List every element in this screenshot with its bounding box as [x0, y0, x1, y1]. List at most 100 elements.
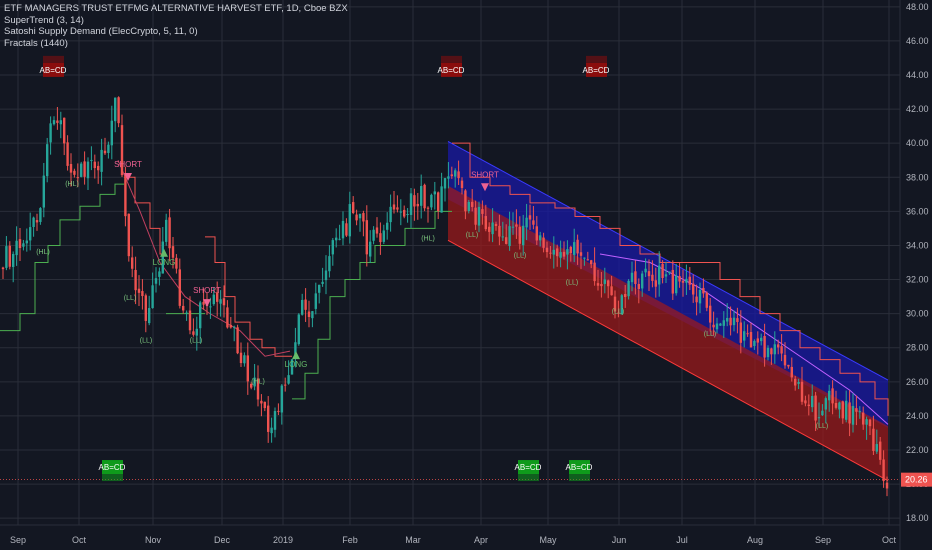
candle-body	[137, 288, 141, 293]
pattern-badge	[586, 62, 607, 77]
candle-body	[175, 257, 178, 269]
candle-body	[437, 192, 440, 212]
candle-body	[294, 342, 297, 359]
candle-body	[335, 237, 338, 241]
candle-body	[885, 482, 889, 489]
x-tick-label: May	[539, 535, 557, 545]
ma-line	[599, 253, 889, 425]
fractal-label: (LL)	[566, 280, 578, 287]
candle-body	[25, 240, 28, 244]
candle-body	[273, 411, 277, 430]
candle-body	[743, 331, 746, 341]
short-signal-label: SHORT	[193, 286, 221, 295]
ma-line	[117, 160, 291, 357]
candle-body	[270, 427, 273, 434]
candle-body	[5, 246, 8, 268]
candle-body	[545, 247, 549, 253]
candle-body	[644, 268, 647, 273]
candle-body	[678, 276, 681, 282]
y-tick-label: 30.00	[906, 309, 929, 319]
candle-body	[433, 191, 436, 195]
candle-body	[875, 444, 878, 452]
candle-body	[355, 214, 358, 221]
fractal-label: (LL)	[124, 295, 136, 302]
candle-body	[226, 307, 229, 328]
candle-body	[219, 299, 222, 304]
candle-body	[515, 224, 518, 227]
candle-body	[824, 398, 827, 410]
candle-body	[148, 308, 151, 324]
pattern-badge-tail	[43, 55, 64, 63]
candle-body	[872, 428, 875, 451]
candle-body	[352, 202, 355, 213]
candle-body	[664, 274, 668, 277]
fractal-label: (HL)	[251, 379, 265, 386]
candle-body	[556, 248, 559, 257]
candle-body	[18, 239, 22, 249]
candle-body	[46, 144, 49, 177]
candle-body	[52, 120, 56, 125]
candle-body	[494, 223, 498, 227]
candle-body	[498, 225, 501, 237]
candle-body	[93, 161, 96, 169]
candle-body	[522, 225, 525, 246]
demand-zone	[448, 185, 888, 481]
candle-body	[845, 400, 848, 420]
candle-body	[396, 207, 399, 210]
candle-body	[511, 226, 515, 228]
candle-body	[647, 271, 651, 277]
candle-body	[110, 120, 113, 146]
candle-body	[107, 144, 110, 153]
candle-body	[277, 410, 280, 412]
candle-body	[73, 170, 76, 175]
y-tick-label: 18.00	[906, 513, 929, 523]
candle-body	[222, 298, 226, 306]
candle-body	[440, 186, 443, 213]
candle-body	[834, 402, 838, 408]
candle-body	[392, 204, 396, 210]
candle-body	[171, 246, 175, 258]
candle-body	[488, 226, 491, 232]
pattern-badge-tail	[586, 55, 607, 63]
candle-body	[280, 385, 283, 413]
last-price-badge	[901, 472, 932, 487]
pattern-badge-tail	[569, 474, 590, 482]
supertrend-line	[0, 183, 124, 332]
candle-body	[542, 237, 545, 248]
candle-body	[236, 327, 239, 354]
candle-body	[284, 384, 287, 386]
candle-body	[532, 220, 535, 225]
candle-body	[732, 317, 736, 326]
candles	[1, 96, 889, 497]
candle-body	[770, 348, 773, 355]
y-tick-label: 32.00	[906, 275, 929, 285]
candle-body	[590, 260, 593, 265]
candle-body	[321, 281, 324, 284]
candle-body	[97, 165, 100, 171]
candle-body	[256, 378, 260, 400]
y-tick-label: 42.00	[906, 104, 929, 114]
candle-body	[12, 253, 15, 267]
candle-body	[59, 120, 62, 125]
candle-body	[722, 320, 725, 326]
candle-body	[766, 347, 770, 358]
pattern-badge-label: AB=CD	[40, 66, 67, 75]
long-signal-label: LONG	[153, 258, 176, 267]
candle-body	[144, 295, 147, 321]
candle-body	[450, 174, 453, 177]
candle-body	[464, 190, 467, 212]
candle-body	[443, 178, 447, 189]
y-tick-label: 46.00	[906, 36, 929, 46]
candle-body	[634, 271, 637, 285]
candle-body	[260, 400, 263, 404]
candle-body	[32, 217, 35, 227]
candle-body	[178, 269, 181, 306]
x-tick-label: Oct	[72, 535, 87, 545]
candle-body	[328, 256, 331, 272]
candle-body	[709, 305, 712, 323]
y-tick-label: 40.00	[906, 138, 929, 148]
candle-body	[154, 278, 158, 284]
candle-body	[103, 150, 107, 154]
candle-body	[817, 417, 821, 419]
